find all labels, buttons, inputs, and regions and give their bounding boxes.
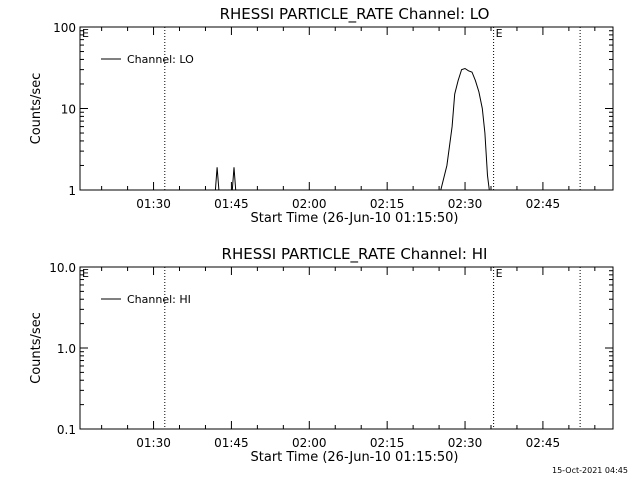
y-axis-label: Counts/sec — [29, 73, 44, 145]
x-tick-label: 01:45 — [214, 436, 249, 450]
x-tick-label: 02:45 — [526, 436, 561, 450]
y-tick-label: 1.0 — [57, 342, 76, 356]
y-tick-label: 10 — [61, 103, 76, 117]
x-axis-label: Start Time (26-Jun-10 01:15:50) — [251, 450, 459, 465]
footer-timestamp: 15-Oct-2021 04:45 — [552, 466, 628, 475]
y-axis-label: Counts/sec — [29, 312, 44, 384]
chart-panel-2: RHESSI PARTICLE_RATE Channel: HI 0.1 1.0 10… — [29, 245, 614, 465]
x-tick-label: 02:15 — [370, 436, 405, 450]
y-tick-label: 1 — [68, 184, 76, 198]
corner-label: E — [82, 27, 89, 40]
x-tick-label: 01:45 — [214, 197, 249, 211]
x-tick-label: 02:45 — [526, 197, 561, 211]
chart-panel-1: RHESSI PARTICLE_RATE Channel: LO 1 10 100 01… — [29, 5, 614, 226]
corner-label: E — [82, 267, 89, 280]
x-tick-label: 02:30 — [448, 436, 483, 450]
legend-label: Channel: LO — [127, 53, 194, 66]
plot-frame — [79, 26, 614, 191]
x-tick-label: 02:15 — [370, 197, 405, 211]
x-tick-label: 02:30 — [448, 197, 483, 211]
x-tick-label: 01:30 — [136, 436, 171, 450]
event-marker-label: E — [496, 27, 503, 40]
event-marker-label: E — [496, 267, 503, 280]
y-tick-label: 10.0 — [49, 261, 76, 275]
y-tick-label: 100 — [53, 21, 76, 35]
series-line — [214, 67, 490, 191]
plot-frame — [79, 266, 614, 430]
x-tick-label: 01:30 — [136, 197, 171, 211]
legend-label: Channel: HI — [127, 293, 191, 306]
x-tick-label: 02:00 — [292, 436, 327, 450]
y-tick-label: 0.1 — [57, 423, 76, 437]
x-axis-label: Start Time (26-Jun-10 01:15:50) — [251, 211, 459, 226]
chart-title: RHESSI PARTICLE_RATE Channel: LO — [220, 5, 490, 24]
x-tick-label: 02:00 — [292, 197, 327, 211]
chart-title: RHESSI PARTICLE_RATE Channel: HI — [222, 245, 488, 264]
